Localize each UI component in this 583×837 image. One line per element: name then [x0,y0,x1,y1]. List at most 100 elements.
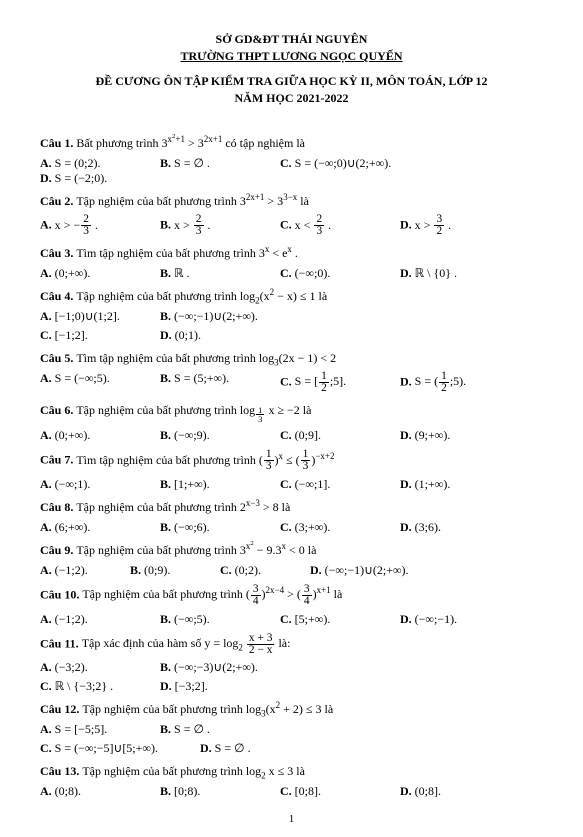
answer-option: D. (9;+∞). [400,428,520,443]
question: Câu 10. Tập nghiệm của bất phương trình … [40,584,543,608]
option-key: B. [160,722,174,736]
question: Câu 13. Tập nghiệm của bất phương trình … [40,762,543,780]
options-row: A. (−∞;1).B. [1;+∞).C. (−∞;1].D. (1;+∞). [40,477,543,492]
answer-option: D. (1;+∞). [400,477,520,492]
question-text: Bất phương trình 3x2+1 > 32x+1 có tập ng… [76,136,305,150]
option-value: (−∞;−3)∪(2;+∞). [174,660,258,674]
question: Câu 9. Tập nghiệm của bất phương trình 3… [40,541,543,559]
option-key: D. [310,563,325,577]
question: Câu 12. Tập nghiệm của bất phương trình … [40,700,543,718]
options-row: A. S = (0;2). B. S = ∅ .C. S = (−∞;0)∪(2;… [40,156,543,186]
options-row: A. x > −23 .B. x > 23 .C. x < 23 .D. x >… [40,214,543,238]
option-value: ℝ \ {−3;2} . [55,679,113,693]
option-key: A. [40,156,55,170]
option-value: (−∞;−1)∪(2;+∞). [174,309,258,323]
option-key: B. [160,477,174,491]
answer-option: B. x > 23 . [160,214,280,238]
option-key: A. [40,266,55,280]
answer-option: D. (−∞;−1). [400,612,520,627]
answer-option: B. (−∞;5). [160,612,280,627]
option-value: (3;+∞). [295,520,331,534]
question-text: Tập nghiệm của bất phương trình 32x+1 > … [76,194,309,208]
options-row: A. (0;8).B. [0;8).C. [0;8].D. (0;8]. [40,784,543,799]
page: SỞ GD&ĐT THÁI NGUYÊN TRƯỜNG THPT LƯƠNG N… [0,0,583,837]
option-key: D. [200,741,215,755]
option-key: B. [160,309,174,323]
option-key: A. [40,660,55,674]
option-value: [−3;2]. [175,679,208,693]
question-text: Tập nghiệm của bất phương trình (34)2x−4… [82,587,342,601]
option-key: D. [400,218,415,232]
option-key: B. [160,428,174,442]
answer-option: B. (−∞;−1)∪(2;+∞). [160,309,280,324]
options-row: A. (−1;2).B. (−∞;5).C. [5;+∞).D. (−∞;−1)… [40,612,543,627]
option-value: S = ∅ . [215,741,251,755]
question-label: Câu 5. [40,351,76,365]
options-row: C. [−1;2].D. (0;1). [40,328,543,343]
option-value: (9;+∞). [415,428,451,442]
option-value: (−∞;6). [174,520,210,534]
page-number: 1 [0,813,583,825]
answer-option: A. x > −23 . [40,214,160,238]
option-key: D. [400,374,415,388]
answer-option: B. [0;8). [160,784,280,799]
option-value: (−3;2). [55,660,88,674]
option-key: B. [160,520,174,534]
answer-option: A. [−1;0)∪(1;2]. [40,309,160,324]
answer-option: D. (0;8]. [400,784,520,799]
option-value: [−1;2]. [55,328,88,342]
answer-option: D. S = (−2;0). [40,171,160,186]
option-value: (0;9]. [295,428,321,442]
answer-option: B. S = ∅ . [160,156,280,171]
option-value: ℝ \ {0} . [415,266,457,280]
options-row: A. (6;+∞).B. (−∞;6).C. (3;+∞).D. (3;6). [40,520,543,535]
question-label: Câu 13. [40,764,82,778]
option-value: (−∞;9). [174,428,210,442]
option-value: S = (−∞;−5]∪[5;+∞). [55,741,158,755]
option-key: A. [40,520,55,534]
option-key: B. [130,563,144,577]
option-key: A. [40,784,55,798]
answer-option: B. (0;9). [130,563,220,578]
answer-option: C. [0;8]. [280,784,400,799]
option-value: S = (0;2). [55,156,101,170]
option-value: (−∞;−1). [415,612,457,626]
option-key: B. [160,612,174,626]
answer-option: B. [1;+∞). [160,477,280,492]
option-value: (0;9). [144,563,170,577]
answer-option: A. (−1;2). [40,563,130,578]
option-value: (0;1). [175,328,201,342]
option-value: (−∞;1]. [295,477,331,491]
answer-option: C. S = (−∞;−5]∪[5;+∞). [40,741,200,756]
option-value: (0;2). [235,563,261,577]
option-value: [0;8]. [295,784,321,798]
options-row: A. (−3;2). B. (−∞;−3)∪(2;+∞). [40,660,543,675]
option-value: [5;+∞). [295,612,331,626]
option-value: ℝ . [174,266,190,280]
option-key: C. [220,563,235,577]
answer-option: C. (0;2). [220,563,310,578]
option-value: (−∞;−1)∪(2;+∞). [325,563,409,577]
question-text: Tập nghiệm của bất phương trình log2(x2 … [76,289,327,303]
title-line-1: ĐỀ CƯƠNG ÔN TẬP KIỂM TRA GIỮA HỌC KỲ II,… [40,74,543,89]
option-key: B. [160,784,174,798]
question-text: Tập nghiệm của bất phương trình log2 x ≤… [82,764,305,778]
question-text: Tìm tập nghiệm của bất phương trình 3x <… [76,246,298,260]
answer-option: C. S = (−∞;0)∪(2;+∞). [280,156,440,171]
school-line: TRƯỜNG THPT LƯƠNG NGỌC QUYẾN [40,49,543,64]
answer-option: A. (0;+∞). [40,266,160,281]
answer-option: B. ℝ . [160,266,280,281]
option-key: B. [160,660,174,674]
option-key: C. [40,679,55,693]
answer-option: B. (−∞;−3)∪(2;+∞). [160,660,280,675]
question: Câu 1. Bất phương trình 3x2+1 > 32x+1 có… [40,134,543,152]
option-key: A. [40,563,55,577]
question: Câu 6. Tập nghiệm của bất phương trình l… [40,401,543,424]
question-text: Tập nghiệm của bất phương trình log13 x … [76,403,311,417]
answer-option: A. (0;8). [40,784,160,799]
option-key: D. [400,477,415,491]
option-value: (−∞;0). [295,266,331,280]
answer-option: D. S = ∅ . [200,741,320,756]
answer-option: D. x > 32 . [400,214,520,238]
question: Câu 3. Tìm tập nghiệm của bất phương trì… [40,244,543,262]
